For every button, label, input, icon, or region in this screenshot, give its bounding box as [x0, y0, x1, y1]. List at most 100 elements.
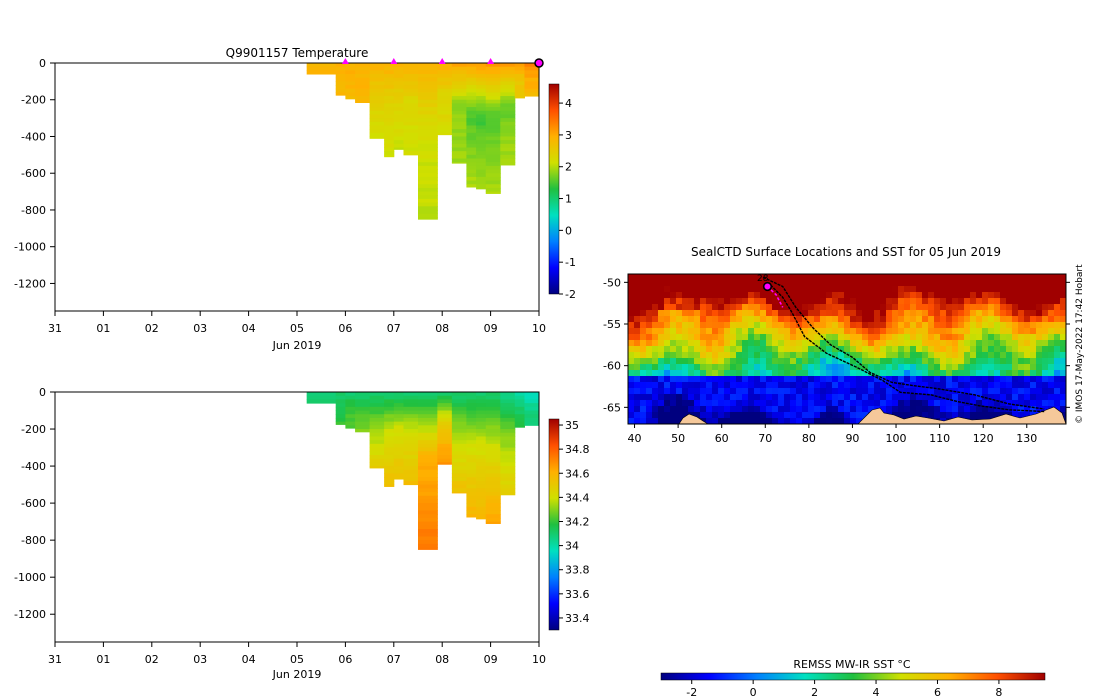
lon-tick-label: 50 [671, 432, 685, 445]
sst-cell [946, 298, 953, 305]
sst-cell [742, 340, 749, 347]
sst-cell [766, 334, 773, 341]
section-cell [418, 517, 438, 523]
sst-cell [898, 382, 905, 389]
sst-cell [868, 304, 875, 311]
sst-cell [658, 286, 665, 293]
sst-cell [856, 388, 863, 395]
sst-cell [922, 400, 929, 407]
section-cell [500, 414, 516, 419]
colorbar-tick-label: 34.2 [565, 515, 590, 528]
sst-cell [784, 400, 791, 407]
sst-cell [772, 400, 779, 407]
sst-cell [964, 310, 971, 317]
sst-cell [868, 364, 875, 371]
sst-cell [748, 292, 755, 299]
section-cell [451, 473, 467, 478]
section-cell [418, 392, 438, 397]
sst-cell [802, 280, 809, 287]
section-cell [384, 151, 395, 156]
section-cell [335, 414, 346, 419]
sst-cell [922, 274, 929, 281]
section-cell [437, 406, 453, 412]
sst-cell [730, 304, 737, 311]
sst-cell [760, 280, 767, 287]
y-tick-label: -1000 [14, 571, 46, 584]
section-cell [466, 451, 477, 456]
sst-cell [946, 286, 953, 293]
sst-cell [868, 334, 875, 341]
sst-cell [952, 328, 959, 335]
sst-cell [868, 298, 875, 305]
sst-cell [862, 364, 869, 371]
sst-cell [850, 292, 857, 299]
section-cell [418, 125, 438, 130]
section-cell [466, 466, 477, 471]
sst-cell [838, 310, 845, 317]
section-cell [403, 473, 419, 478]
section-cell [393, 143, 404, 149]
sst-cell [682, 406, 689, 413]
section-cell [451, 484, 467, 489]
sst-cell [664, 364, 671, 371]
sst-cell [730, 358, 737, 365]
sst-cell [682, 322, 689, 329]
sst-cell [1030, 292, 1037, 299]
lat-tick-label: -55 [603, 318, 621, 331]
sst-cell [1024, 364, 1031, 371]
sst-cell [796, 418, 803, 424]
section-cell [418, 114, 438, 119]
sst-cell [760, 316, 767, 323]
sst-cell [646, 310, 653, 317]
sst-cell [640, 334, 647, 341]
section-cell [418, 484, 438, 489]
section-cell [369, 103, 385, 108]
sst-cell [700, 376, 707, 383]
surface-marker [341, 58, 349, 64]
sst-cell [886, 292, 893, 299]
temperature-x-label: Jun 2019 [272, 339, 322, 352]
sst-cell [724, 400, 731, 407]
sst-cell [724, 382, 731, 389]
sst-cell [988, 292, 995, 299]
section-cell [369, 436, 385, 441]
section-cell [476, 443, 487, 449]
section-cell [418, 492, 438, 497]
sst-cell [772, 328, 779, 335]
sst-cell [808, 340, 815, 347]
sst-cell [646, 418, 653, 424]
section-cell [485, 92, 501, 97]
sst-cell [916, 370, 923, 377]
section-cell [393, 74, 404, 79]
sst-cell [1018, 292, 1025, 299]
sst-cell [928, 286, 935, 293]
sst-cell [862, 412, 869, 419]
sst-cell [904, 298, 911, 305]
section-cell [476, 517, 487, 520]
section-cell [418, 107, 438, 112]
sst-cell [862, 292, 869, 299]
section-cell [500, 88, 516, 93]
section-cell [476, 492, 487, 497]
sst-cell [826, 382, 833, 389]
sst-cell [838, 304, 845, 311]
sst-cell [904, 364, 911, 371]
sst-cell [730, 322, 737, 329]
current-position-marker [534, 58, 544, 68]
section-cell [393, 466, 404, 471]
sst-cell [886, 394, 893, 401]
sst-cell [748, 286, 755, 293]
sst-cell [658, 274, 665, 281]
sst-cell [910, 376, 917, 383]
section-cell [418, 406, 438, 412]
sst-cell [640, 316, 647, 323]
sst-cell [706, 322, 713, 329]
section-cell [500, 107, 516, 112]
sst-cell [1012, 364, 1019, 371]
section-cell [485, 191, 501, 194]
sst-cell [640, 328, 647, 335]
sst-cell [760, 388, 767, 395]
section-cell [437, 88, 453, 93]
section-cell [451, 66, 467, 71]
sst-cell [688, 364, 695, 371]
